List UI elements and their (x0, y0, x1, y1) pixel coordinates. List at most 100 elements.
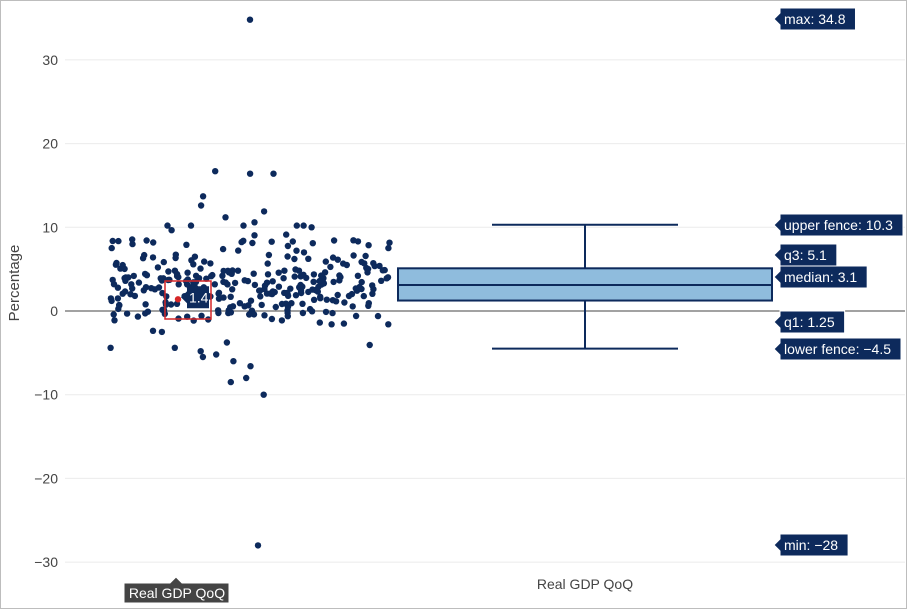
data-point[interactable] (222, 279, 229, 286)
data-point[interactable] (284, 253, 291, 260)
data-point[interactable] (150, 239, 157, 246)
data-point[interactable] (300, 249, 308, 256)
data-point[interactable] (222, 214, 229, 221)
data-point[interactable] (114, 295, 122, 302)
data-point[interactable] (240, 237, 247, 244)
data-point[interactable] (227, 293, 234, 300)
data-point[interactable] (354, 238, 362, 245)
data-point[interactable] (141, 251, 148, 259)
data-point[interactable] (275, 269, 282, 276)
data-point[interactable] (336, 277, 343, 284)
data-point[interactable] (314, 288, 321, 295)
data-point[interactable] (363, 264, 370, 272)
data-point[interactable] (360, 292, 367, 300)
data-point[interactable] (199, 193, 207, 200)
data-point[interactable] (231, 279, 239, 287)
data-point[interactable] (322, 308, 330, 316)
data-point[interactable] (246, 170, 254, 177)
data-point[interactable] (295, 267, 303, 274)
data-point[interactable] (340, 260, 347, 267)
data-point[interactable] (300, 271, 307, 278)
data-point[interactable] (362, 252, 369, 260)
data-point[interactable] (192, 278, 200, 286)
data-point[interactable] (207, 260, 214, 267)
data-point[interactable] (369, 282, 376, 289)
data-point[interactable] (213, 351, 220, 358)
data-point[interactable] (251, 219, 258, 226)
data-point[interactable] (340, 320, 348, 327)
box-element[interactable] (397, 223, 773, 350)
data-point[interactable] (309, 286, 316, 293)
data-point[interactable] (268, 290, 276, 298)
data-point[interactable] (376, 262, 383, 270)
data-point[interactable] (272, 303, 279, 311)
data-point[interactable] (223, 339, 231, 346)
data-point[interactable] (109, 276, 116, 284)
data-point[interactable] (293, 247, 300, 254)
data-point[interactable] (235, 247, 242, 254)
data-point[interactable] (283, 231, 290, 238)
data-point[interactable] (175, 273, 182, 281)
data-point[interactable] (247, 363, 254, 370)
data-point[interactable] (264, 271, 272, 278)
data-point[interactable] (383, 275, 390, 282)
data-point[interactable] (236, 300, 244, 307)
data-point[interactable] (142, 301, 149, 308)
data-point[interactable] (230, 358, 237, 365)
data-point[interactable] (130, 272, 137, 280)
data-point[interactable] (385, 244, 392, 252)
data-point[interactable] (149, 254, 157, 261)
data-point[interactable] (352, 312, 360, 320)
data-point[interactable] (265, 251, 273, 259)
data-point[interactable] (121, 274, 128, 282)
data-point[interactable] (141, 270, 149, 278)
data-point[interactable] (172, 254, 179, 262)
data-point[interactable] (385, 321, 392, 328)
data-point[interactable] (224, 267, 232, 274)
data-point[interactable] (251, 232, 258, 239)
data-point[interactable] (370, 260, 377, 267)
data-point[interactable] (142, 310, 149, 317)
data-point[interactable] (219, 245, 227, 253)
data-point[interactable] (284, 309, 291, 317)
data-point[interactable] (113, 259, 120, 267)
data-point[interactable] (291, 273, 298, 280)
data-point[interactable] (288, 300, 295, 307)
data-point[interactable] (264, 260, 271, 267)
data-point[interactable] (148, 285, 155, 292)
data-points[interactable] (107, 16, 393, 549)
data-point[interactable] (268, 238, 275, 245)
data-point[interactable] (293, 222, 300, 229)
data-point[interactable] (278, 317, 286, 324)
data-point[interactable] (310, 296, 318, 303)
data-point[interactable] (365, 300, 372, 307)
data-point[interactable] (309, 240, 316, 247)
data-point[interactable] (135, 279, 143, 286)
data-point[interactable] (164, 276, 172, 284)
data-point[interactable] (111, 317, 118, 324)
data-point[interactable] (328, 321, 335, 328)
data-point[interactable] (215, 309, 222, 317)
data-point[interactable] (187, 222, 195, 229)
data-point[interactable] (212, 168, 219, 175)
data-point[interactable] (175, 281, 182, 288)
data-point[interactable] (164, 222, 171, 229)
data-point[interactable] (345, 292, 353, 300)
data-point[interactable] (227, 309, 235, 316)
data-point[interactable] (358, 258, 365, 266)
data-point[interactable] (299, 300, 306, 307)
data-point[interactable] (297, 281, 304, 289)
data-point[interactable] (110, 311, 117, 318)
data-point[interactable] (386, 239, 393, 246)
data-point[interactable] (306, 305, 314, 313)
data-point[interactable] (374, 312, 382, 320)
data-point[interactable] (167, 301, 175, 308)
data-point[interactable] (350, 252, 357, 259)
data-point[interactable] (281, 267, 288, 274)
data-point[interactable] (131, 292, 139, 300)
data-point[interactable] (197, 348, 204, 355)
hovered-point[interactable] (174, 296, 182, 303)
data-point[interactable] (109, 237, 116, 245)
data-point[interactable] (129, 236, 136, 243)
data-point[interactable] (330, 278, 337, 286)
